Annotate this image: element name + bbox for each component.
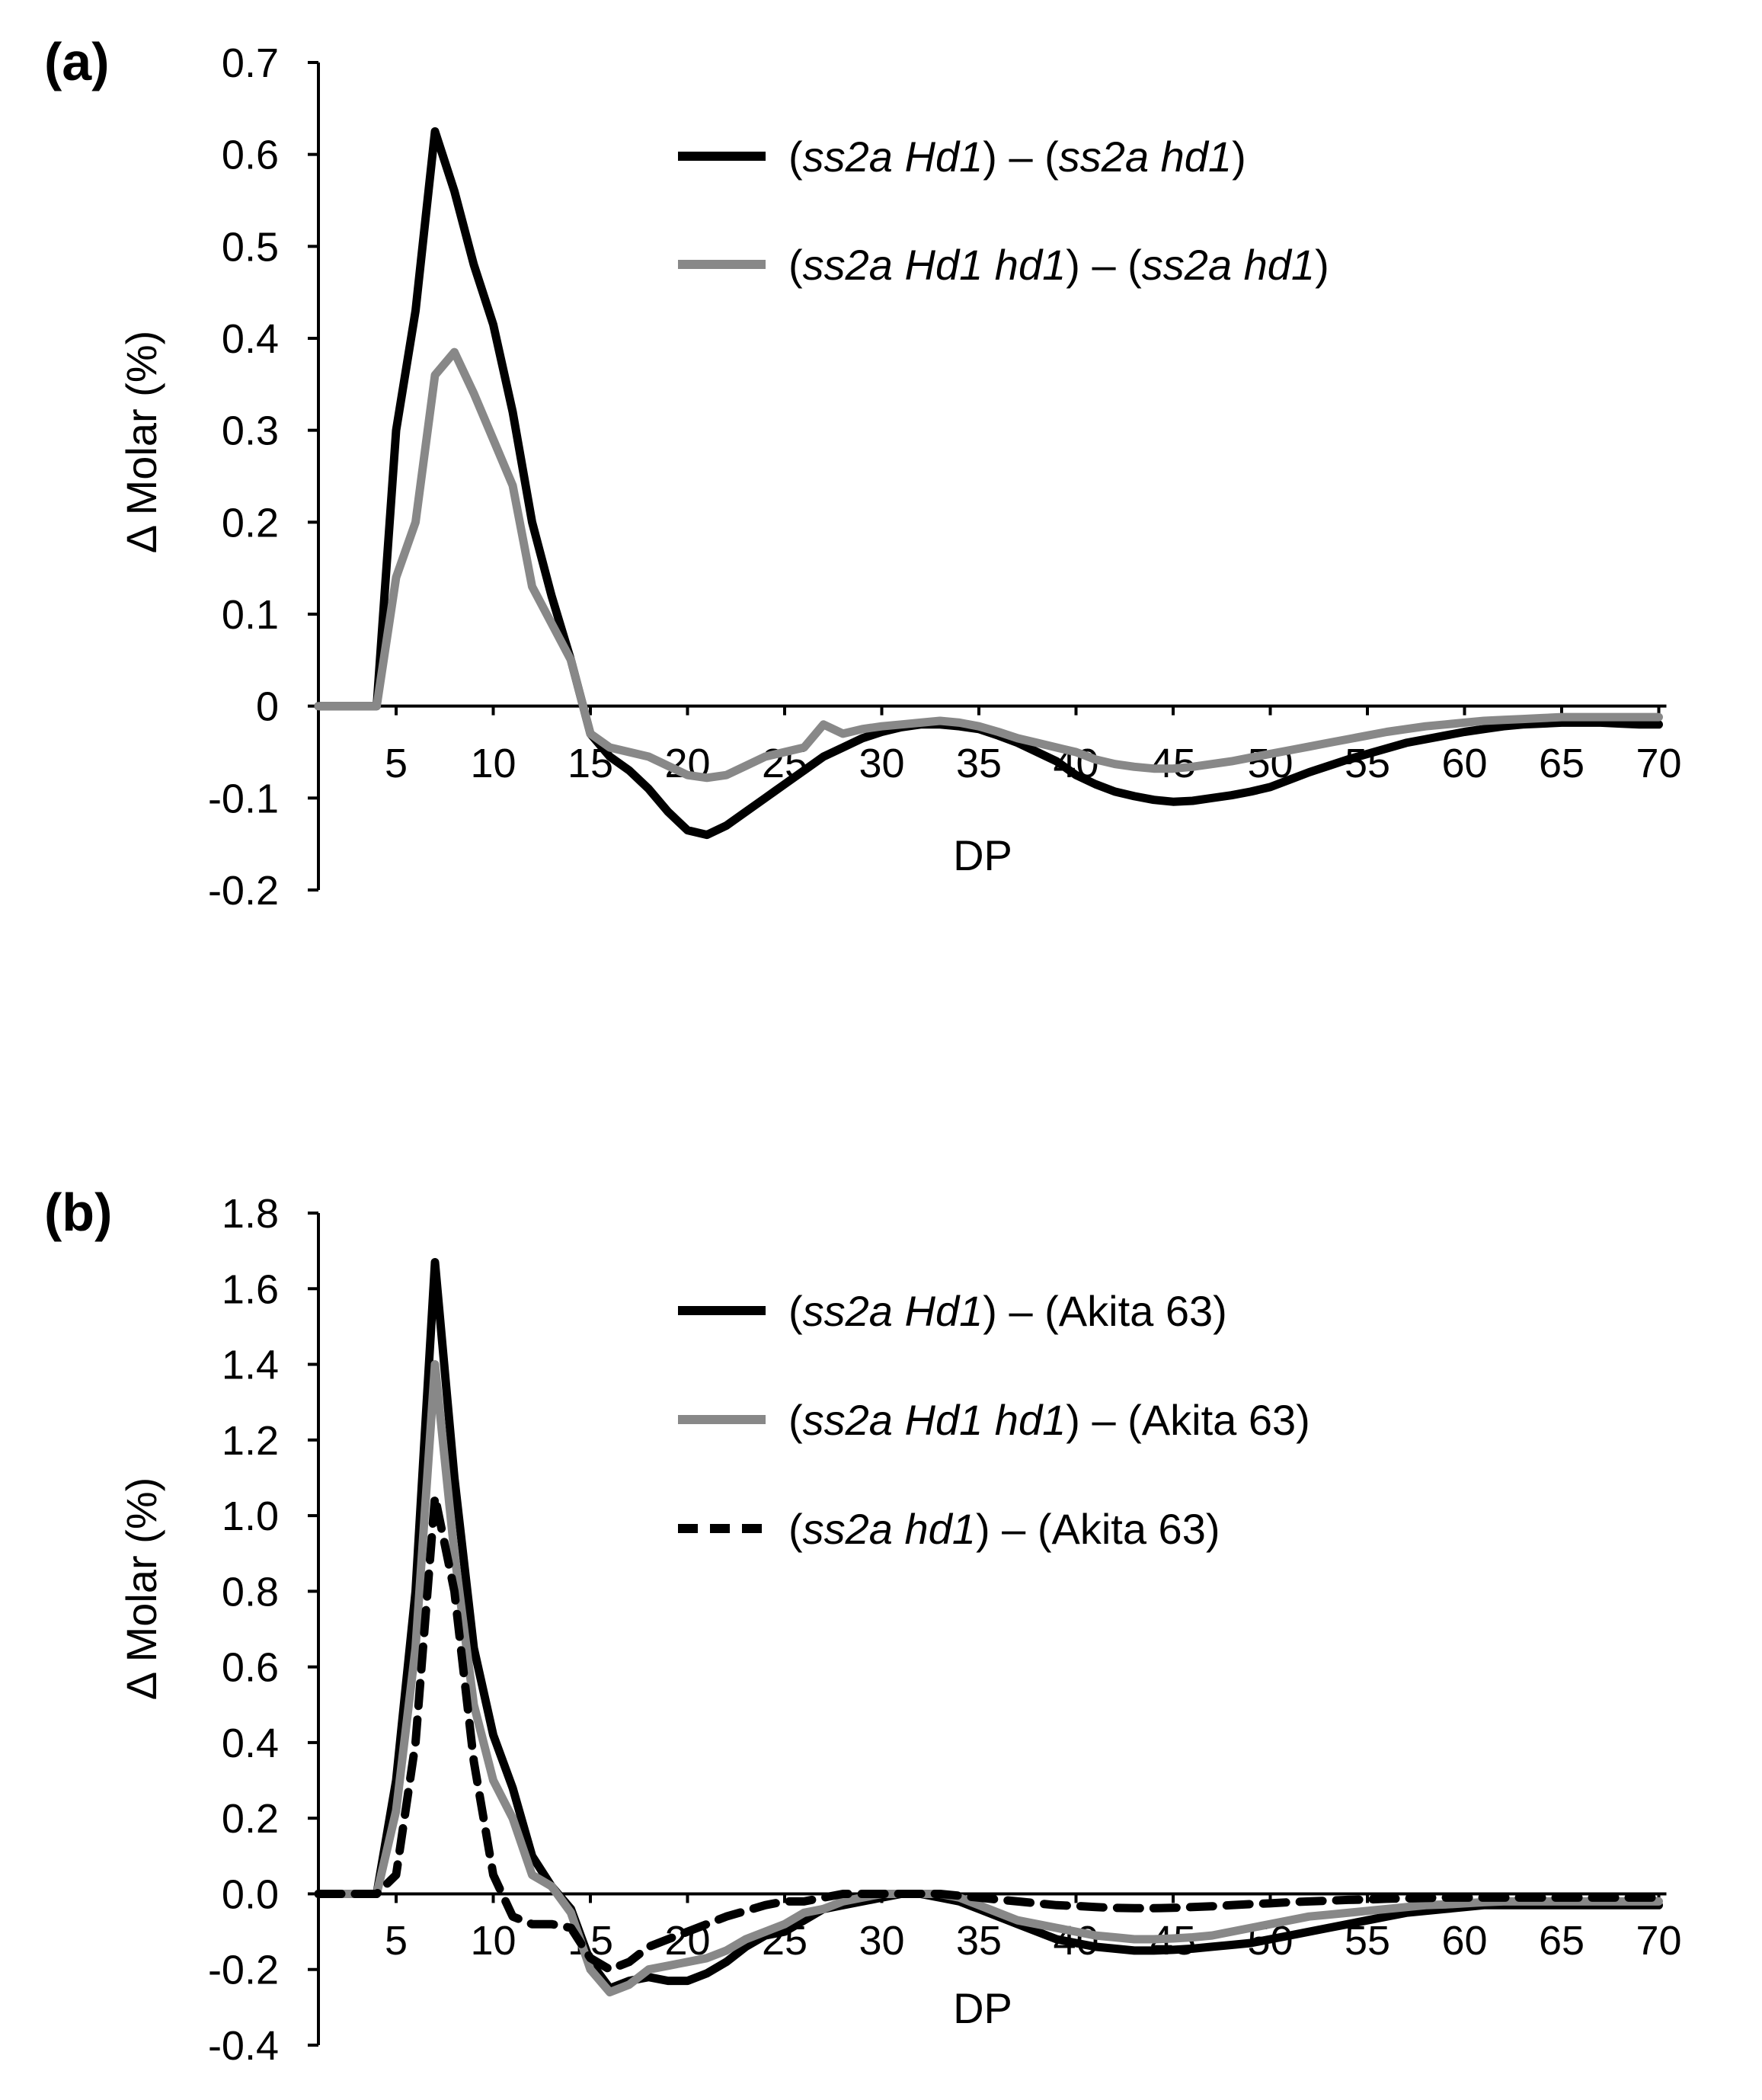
panel-a-legend-label-1: (ss2a Hd1) – (ss2a hd1) [788, 133, 1246, 181]
panel-b-legend-label-part: ) – (Akita 63) [1066, 1396, 1310, 1444]
panel-a-legend-label-part: ( [788, 241, 803, 289]
panel-b-series-line-3 [314, 1492, 1663, 1974]
panel-b-x-tick-label: 30 [859, 1918, 904, 1964]
panel-a-y-tick-label: 0.7 [222, 40, 279, 86]
panel-a-y-axis-ticks: -0.2 -0.1 0 0.1 0.2 0.3 0.4 0.5 0.6 0.7 [208, 40, 318, 914]
panel-b-x-tick-label: 5 [385, 1918, 408, 1964]
panel-b-y-axis-title: Δ Molar (%) [117, 1477, 165, 1701]
panel-b-legend-label-2: (ss2a Hd1 hd1) – (Akita 63) [788, 1396, 1310, 1444]
panel-b-x-tick-label: 70 [1636, 1918, 1681, 1964]
panel-a-y-tick-label: 0.6 [222, 133, 279, 178]
panel-b-legend: (ss2a Hd1) – (Akita 63)(ss2a Hd1 hd1) – … [678, 1287, 1310, 1553]
panel-a-x-tick-label: 60 [1441, 741, 1487, 786]
panel-b-y-tick-label: 1.2 [222, 1418, 279, 1464]
panel-b-legend-label-part: ss2a hd1 [803, 1505, 976, 1553]
panel-b-y-tick-label: 1.4 [222, 1343, 279, 1388]
panel-a-y-tick-label: 0.1 [222, 592, 279, 638]
panel-a-y-tick-label: 0.5 [222, 224, 279, 270]
panel-b-x-tick-label: 10 [470, 1918, 516, 1964]
panel-a-x-tick-label: 10 [470, 741, 516, 786]
panel-b-y-tick-label: 0.0 [222, 1871, 279, 1917]
panel-b-legend-label-1: (ss2a Hd1) – (Akita 63) [788, 1287, 1227, 1335]
panel-b-legend-label-3: (ss2a hd1) – (Akita 63) [788, 1505, 1220, 1553]
panel-a-y-tick-label: -0.2 [208, 868, 279, 914]
panel-b-y-tick-label: 1.8 [222, 1191, 279, 1237]
panel-b-x-tick-label: 35 [956, 1918, 1002, 1964]
panel-b-legend-label-part: ( [788, 1505, 803, 1553]
panel-a-y-tick-label: -0.1 [208, 776, 279, 821]
panel-a-label: (a) [44, 32, 110, 91]
panel-b-y-tick-label: 1.0 [222, 1493, 279, 1539]
panel-a-y-tick-label: 0 [256, 684, 279, 730]
panel-b-y-axis-ticks: -0.4 -0.2 0.0 0.2 0.4 0.6 0.8 1.0 1.2 1.4 1.6 1.8 [208, 1191, 318, 2069]
panel-a-legend-label-2: (ss2a Hd1 hd1) – (ss2a hd1) [788, 241, 1329, 289]
panel-a-legend-label-part: ) – ( [983, 133, 1059, 181]
panel-a-legend: (ss2a Hd1) – (ss2a hd1)(ss2a Hd1 hd1) – … [678, 133, 1329, 289]
panel-b-legend-label-part: ss2a Hd1 hd1 [803, 1396, 1066, 1444]
panel-a-x-tick-label: 5 [385, 741, 408, 786]
panel-b-y-tick-label: 0.2 [222, 1796, 279, 1842]
panel-b-legend-label-part: ) – (Akita 63) [976, 1505, 1220, 1553]
panel-b-legend-label-part: ) – (Akita 63) [983, 1287, 1227, 1335]
panel-a-x-axis-ticks: 5 10 15 20 25 30 35 40 45 50 55 60 65 70 [385, 706, 1682, 786]
panel-b-label: (b) [44, 1183, 112, 1242]
panel-a-legend-label-part: ss2a hd1 [1059, 133, 1232, 181]
panel-a-legend-label-part: ) – ( [1066, 241, 1142, 289]
panel-b-y-tick-label: -0.4 [208, 2023, 279, 2069]
panel-a-y-tick-label: 0.4 [222, 316, 279, 362]
panel-b-y-tick-label: 0.6 [222, 1645, 279, 1691]
panel-a-x-tick-label: 35 [956, 741, 1002, 786]
panel-b-y-tick-label: 0.4 [222, 1721, 279, 1766]
panel-a-y-tick-label: 0.2 [222, 500, 279, 546]
panel-a-legend-label-part: ) [1232, 133, 1246, 181]
panel-b-legend-label-part: ss2a Hd1 [803, 1287, 983, 1335]
panel-b-legend-label-part: ( [788, 1396, 803, 1444]
panel-b-x-axis-title: DP [953, 1984, 1012, 2032]
panel-a-series-line-2 [314, 347, 1663, 783]
panel-b-x-tick-label: 60 [1441, 1918, 1487, 1964]
panel-a-x-tick-label: 65 [1539, 741, 1585, 786]
panel-b-series-group [314, 1258, 1663, 1996]
panel-a-legend-label-part: ss2a hd1 [1142, 241, 1315, 289]
panel-a-y-tick-label: 0.3 [222, 408, 279, 454]
panel-b-legend-label-part: ( [788, 1287, 803, 1335]
panel-a-legend-label-part: ss2a Hd1 [803, 133, 983, 181]
panel-a-x-tick-label: 30 [859, 741, 904, 786]
panel-b-series-line-2 [314, 1360, 1663, 1996]
panel-a: (a) -0.2-0.100.10.20.30.40.50.60.7 5 10 15… [44, 32, 1682, 914]
panel-a-x-axis-title: DP [953, 831, 1012, 879]
panel-a-legend-label-part: ( [788, 133, 803, 181]
panel-b: (b) -0.4 -0.2 0.0 0.2 0.4 0.6 0.8 1.0 1.2 1.4 1.6 1… [44, 1183, 1682, 2069]
panel-a-y-axis-title: Δ Molar (%) [117, 331, 165, 554]
panel-b-y-tick-label: -0.2 [208, 1948, 279, 1993]
panel-b-y-tick-label: 0.8 [222, 1569, 279, 1615]
panel-b-y-tick-label: 1.6 [222, 1266, 279, 1312]
panel-a-legend-label-part: ss2a Hd1 hd1 [803, 241, 1066, 289]
panel-a-x-tick-label: 70 [1636, 741, 1681, 786]
panel-a-legend-label-part: ) [1315, 241, 1329, 289]
panel-a-series-group [314, 127, 1663, 840]
panel-b-x-tick-label: 65 [1539, 1918, 1585, 1964]
